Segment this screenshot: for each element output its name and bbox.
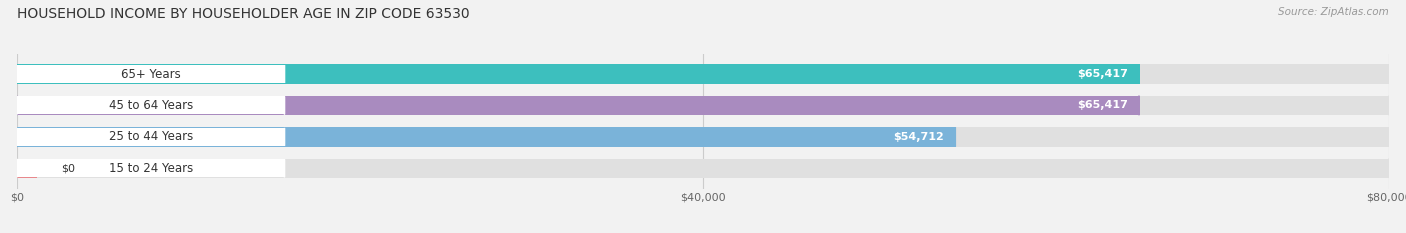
Text: HOUSEHOLD INCOME BY HOUSEHOLDER AGE IN ZIP CODE 63530: HOUSEHOLD INCOME BY HOUSEHOLDER AGE IN Z… xyxy=(17,7,470,21)
FancyBboxPatch shape xyxy=(17,159,38,178)
FancyBboxPatch shape xyxy=(17,96,284,114)
FancyBboxPatch shape xyxy=(17,64,1389,84)
FancyBboxPatch shape xyxy=(17,64,1139,84)
FancyBboxPatch shape xyxy=(17,96,1139,115)
Text: Source: ZipAtlas.com: Source: ZipAtlas.com xyxy=(1278,7,1389,17)
FancyBboxPatch shape xyxy=(17,127,955,147)
Text: $65,417: $65,417 xyxy=(1077,69,1128,79)
Text: $54,712: $54,712 xyxy=(894,132,945,142)
FancyBboxPatch shape xyxy=(17,128,284,146)
FancyBboxPatch shape xyxy=(17,65,284,83)
Text: 25 to 44 Years: 25 to 44 Years xyxy=(108,130,193,143)
Text: 45 to 64 Years: 45 to 64 Years xyxy=(108,99,193,112)
Text: $65,417: $65,417 xyxy=(1077,100,1128,110)
FancyBboxPatch shape xyxy=(17,159,284,177)
Text: 15 to 24 Years: 15 to 24 Years xyxy=(108,162,193,175)
Text: $0: $0 xyxy=(60,163,75,173)
Text: 65+ Years: 65+ Years xyxy=(121,68,180,81)
FancyBboxPatch shape xyxy=(17,159,1389,178)
FancyBboxPatch shape xyxy=(17,96,1389,115)
FancyBboxPatch shape xyxy=(17,127,1389,147)
